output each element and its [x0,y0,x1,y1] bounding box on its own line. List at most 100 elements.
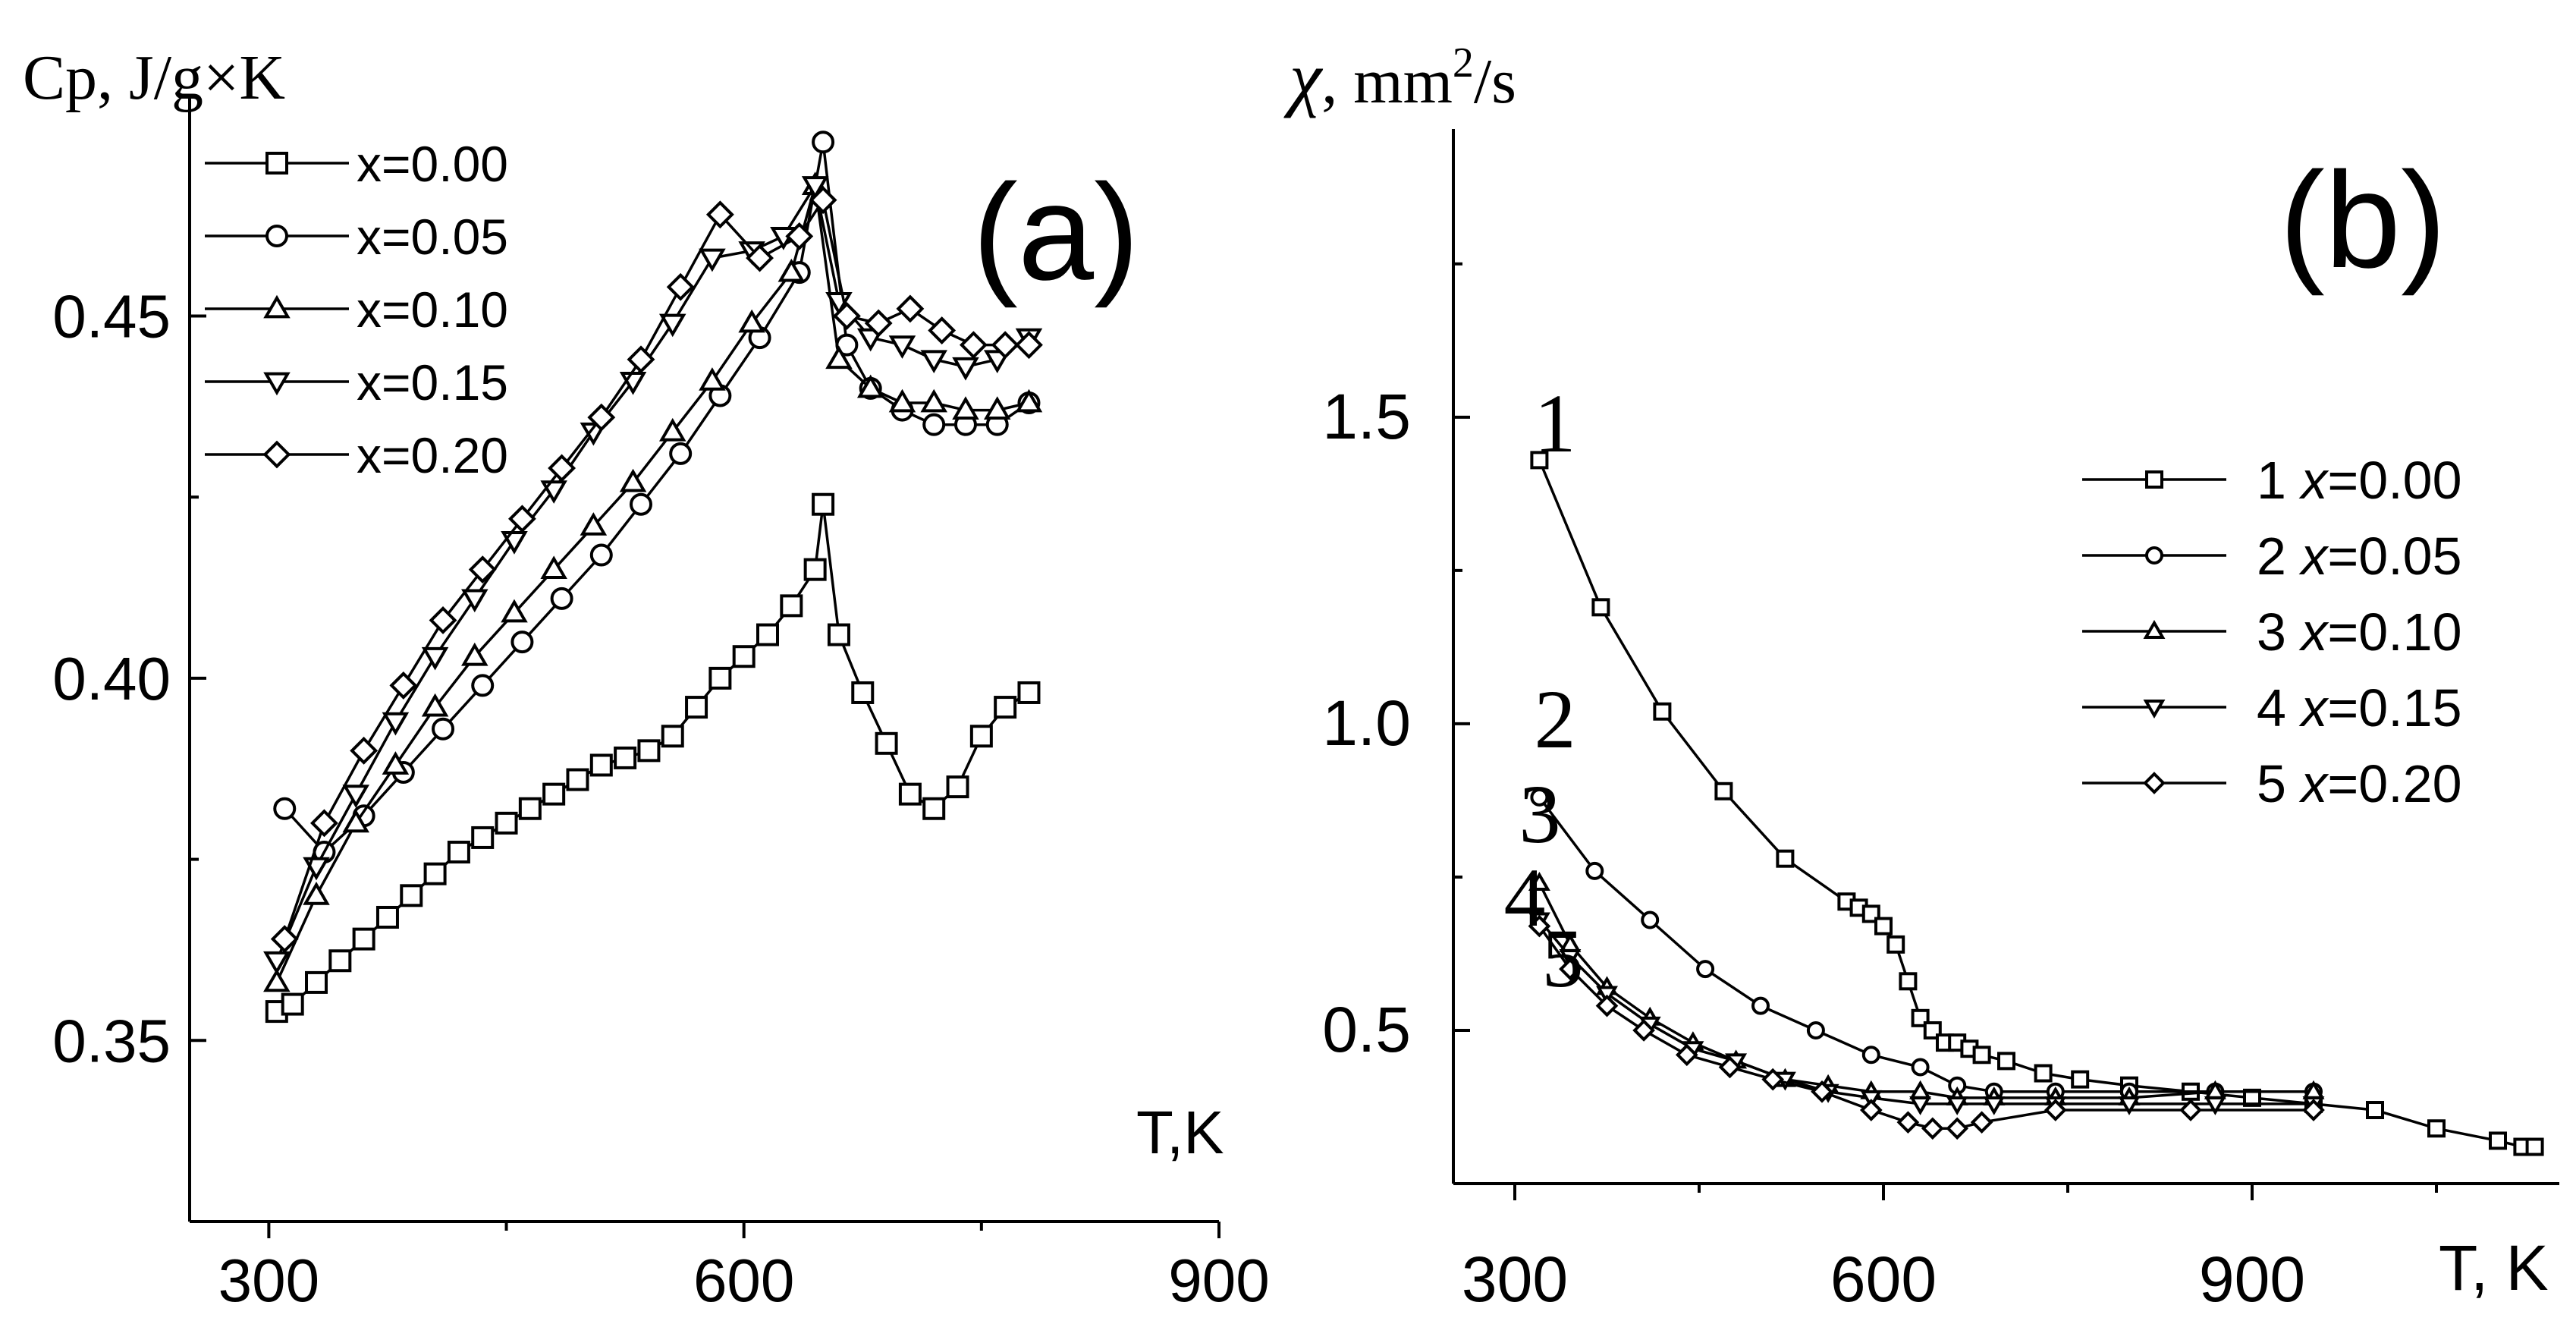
panel-a-series-5-point [832,302,861,330]
panel-a-x-tick-label: 900 [1168,1247,1269,1314]
panel-b-legend-var: x [2298,602,2329,662]
panel-b-x-tick-label: 900 [2199,1244,2305,1315]
panel-a-series-1-point [803,558,827,581]
panel-b-legend-number: 2 [2257,527,2301,586]
panel-b-legend-marker [2143,772,2166,794]
panel-b-series-2-point [1751,996,1770,1015]
panel-b-series-1-point [1874,917,1893,936]
panel-b-series-1-point [2489,1131,2507,1150]
panel-a-series-4-point [501,531,528,555]
panel-a-series-5-point [587,403,616,432]
panel-b-legend-number: 5 [2257,754,2301,813]
panel-b-series-1-point [2071,1070,2090,1089]
panel-a-legend-item: x=0.00 [205,136,508,192]
panel-a-series-5-line [283,197,1029,940]
panel-b-series-5-point [1559,958,1582,980]
panel-b-series-1-point [1714,782,1733,800]
panel-b-series-2-point [1585,861,1604,880]
panel-a-series-4-point [421,646,449,671]
panel-b-series-1-point [1997,1052,2015,1071]
panel-a-series-1-point [518,797,542,820]
panel-a-series-1-point [375,905,399,929]
panel-a-series-1-point [661,725,684,748]
panel-b-series-5-point [1675,1043,1698,1067]
panel-b-legend-marker [2145,546,2163,565]
panel-a-series-1-point [328,949,352,973]
panel-a-series-3-point [421,693,449,717]
panel-a-series-1-point [946,775,969,799]
panel-b-series-5-point [1528,914,1551,938]
panel-b-legend-item: 5 x=0.20 [2082,754,2462,813]
panel-b-series-2-line [1538,796,2314,1093]
panel-a-legend-item: x=0.15 [205,354,508,410]
panel-a-series-3-point [263,968,291,992]
panel-b-legend-label: 4 x=0.15 [2257,678,2462,737]
panel-b-ylabel-tail: /s [1474,46,1516,117]
panel-a-series-1-point [922,797,946,820]
panel-b-series-1 [1530,451,2544,1156]
panel-a-xlabel: T,K [1136,1099,1224,1166]
panel-b-legend: 1 x=0.002 x=0.053 x=0.104 x=0.155 x=0.20 [2082,451,2462,813]
panel-a-series-3-point [983,396,1011,420]
panel-a-legend-label: x=0.00 [357,136,508,192]
panel-b-legend-label: 1 x=0.00 [2257,451,2462,510]
panel-a-series-3-point [825,345,853,370]
panel-b-legend-var: x [2298,527,2329,586]
panel-a-y-tick-label: 0.45 [52,282,171,350]
panel-b-legend-value: =0.10 [2327,602,2461,662]
panel-b-legend-number: 4 [2257,678,2301,737]
panel-b-legend-value: =0.05 [2327,527,2461,586]
panel-b-legend-item: 2 x=0.05 [2082,527,2462,586]
panel-a-series-3-point [738,309,765,333]
panel-a-series-4-point [801,176,829,200]
panel-b-series-2-point [1530,788,1549,807]
panel-a-series-1-point [851,681,875,704]
panel-a-series-4-line [275,181,1030,961]
panel-a-series-2-line [284,141,1030,854]
panel-b-series-1-point [1591,598,1610,617]
panel-a-series-5-point [705,200,734,229]
panel-b-legend-number: 3 [2257,602,2301,662]
panel-b-ylabel-unit: , mm [1321,46,1453,117]
panel-a-legend-item: x=0.05 [205,209,508,265]
panel-a-series-1-point [812,492,835,516]
panel-b-curve-label: 4 [1504,851,1546,944]
panel-b-series-5-point [1811,1080,1833,1103]
panel-b-legend-item: 1 x=0.00 [2082,451,2462,510]
panel-a-series-1-point [400,884,423,907]
panel-b-legend-var: x [2298,678,2329,737]
panel-a-series-5-point [864,309,893,338]
panel-b-y-tick-label: 1.5 [1322,381,1411,452]
panel-a-y-tick-label: 0.40 [52,645,171,712]
panel-a-series-3-point [619,468,647,492]
panel-a-series-2-point [550,587,573,610]
panel-a-series-4-point [952,357,979,381]
panel-a-legend-label: x=0.10 [357,281,508,338]
panel-b-series-5-point [1921,1117,1944,1140]
panel-a-series-5-point [548,454,576,483]
panel-a-series-1-point [423,862,447,885]
panel-a-label: (a) [972,156,1139,309]
panel-a-series-3-point [303,882,330,905]
panel-a-series-5-point [928,316,957,344]
panel-a-series-3-point [461,642,488,666]
panel-a-series-2-point [510,631,534,654]
panel-a-series-3-point [856,374,884,398]
panel-b-series-4-point [2204,1096,2226,1115]
panel-a-series-4-point [658,313,686,338]
panel-b-legend-var: x [2298,754,2329,813]
panel-a-series-3-point [580,512,608,536]
panel-b-series-5 [1528,914,2325,1140]
panel-b-series-3-point [1909,1080,1932,1099]
panel-b-series-1-point [2034,1064,2053,1083]
panel-b-y-tick-label: 0.5 [1322,994,1411,1065]
panel-a-series-1-point [637,739,661,763]
panel-a-legend-marker [263,372,291,396]
panel-a-legend-label: x=0.05 [357,209,508,265]
panel-a-series-1-point [447,841,470,864]
panel-a-series-5-point [666,272,695,301]
panel-a-series-5-point [785,222,814,250]
panel-a-legend-marker [263,294,291,319]
panel-a-series-2-point [922,413,946,436]
panel-b-curve-label: 2 [1535,673,1576,766]
